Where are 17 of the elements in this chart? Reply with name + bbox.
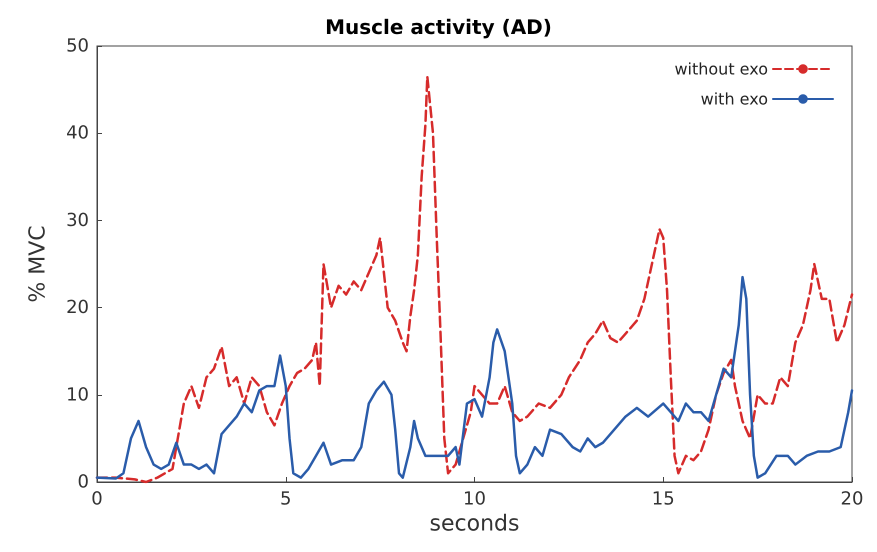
y-tick-label: 20 <box>66 297 89 318</box>
y-tick-label: 40 <box>66 122 89 144</box>
x-tick-label: 15 <box>652 488 675 510</box>
x-tick-label: 10 <box>463 488 486 510</box>
x-tick-label: 0 <box>91 488 103 510</box>
y-tick-label: 30 <box>66 210 89 231</box>
y-tick-label: 0 <box>78 472 89 492</box>
x-tick-label: 5 <box>280 488 292 510</box>
x-axis-title: seconds <box>430 511 520 536</box>
legend-label: with exo <box>700 90 768 108</box>
y-axis-title: % MVC <box>26 225 50 303</box>
chart-title: Muscle activity (AD) <box>325 15 552 39</box>
y-tick-label: 10 <box>66 384 89 406</box>
line-series <box>96 276 854 480</box>
legend-label: without exo <box>674 60 768 78</box>
y-tick-label: 50 <box>66 36 89 56</box>
x-tick-label: 20 <box>840 488 864 510</box>
